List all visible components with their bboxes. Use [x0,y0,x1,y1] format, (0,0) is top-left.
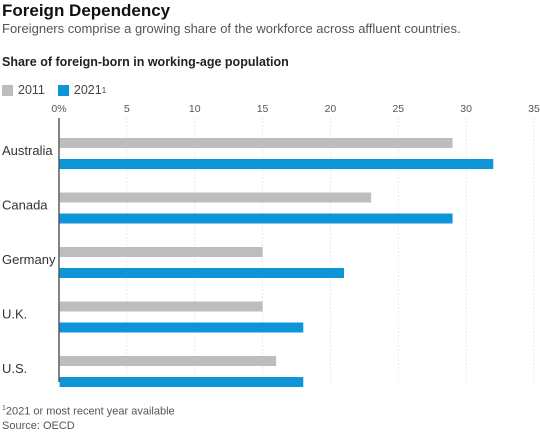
category-label: Australia [2,143,53,158]
category-label: U.S. [2,361,27,376]
legend-label-2011: 2011 [18,83,45,97]
bar-chart: 0% 5 10 15 20 25 30 35 Australia Canada Germany U.K… [2,103,540,387]
category-label: U.K. [2,307,27,322]
x-tick-label: 30 [460,103,472,115]
chart-legend: 2011 2021 1 [2,83,119,97]
legend-item-2011: 2011 [2,83,45,97]
category-label: Germany [2,252,56,267]
bar-2011-germany [59,247,263,257]
x-tick-label: 5 [124,103,130,115]
chart-title: Share of foreign-born in working-age pop… [2,55,289,69]
footnote-text: 2021 or most recent year available [5,405,175,418]
legend-footnote-mark: 1 [101,85,107,95]
footnote-mark: 1 [2,405,6,412]
legend-swatch-2021 [57,84,69,96]
bar-2021-canada [59,213,453,224]
bar-2011-us [59,356,277,366]
bar-2011-australia [59,138,453,148]
legend-item-2021: 2021 1 [57,83,107,97]
x-tick-label: 15 [257,103,269,115]
source-note: Source: OECD [2,420,75,432]
bar-2011-canada [59,192,372,203]
legend-label-2021: 2021 [73,83,102,97]
bar-2021-germany [59,268,344,278]
x-tick-label: 10 [189,103,201,115]
category-label: Canada [2,198,48,213]
x-tick-label: 35 [528,103,540,115]
bar-2021-australia [59,159,494,169]
x-tick-label: 20 [325,103,337,115]
bar-2021-uk [59,322,304,333]
legend-swatch-2011 [2,84,13,96]
bar-2021-us [59,377,304,387]
page-subtitle: Foreigners comprise a growing share of t… [2,21,461,36]
x-tick-label: 25 [392,103,404,115]
bar-2011-uk [59,301,263,312]
footnote: 12021 or most recent year available [2,405,175,418]
x-tick-label: 0% [51,103,66,115]
page-title: Foreign Dependency [2,1,171,20]
